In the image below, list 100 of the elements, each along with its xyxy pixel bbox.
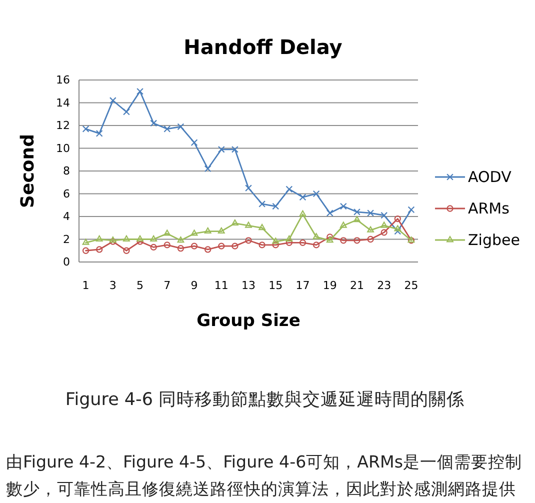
x-tick-label: 21 [350,278,364,292]
point [218,227,225,234]
point [177,245,184,252]
point [326,210,334,217]
point [231,146,238,153]
point [272,238,280,244]
x-tick-label: 7 [164,278,171,292]
point [394,228,402,235]
point [340,237,347,244]
point [245,222,252,228]
point [96,130,103,137]
point [123,235,130,242]
point [218,146,225,153]
point [286,186,293,193]
point [326,234,334,240]
point [122,108,130,116]
point [177,123,184,130]
y-tick-label: 14 [56,96,70,110]
point [408,206,415,214]
point [190,242,198,250]
x-tick-label: 19 [322,278,337,292]
x-tick-label: 5 [136,278,144,292]
x-tick-label: 1 [82,278,90,292]
y-tick-label: 2 [63,232,70,246]
point [380,212,388,219]
point [312,242,320,248]
point [82,125,90,132]
point [164,230,171,236]
y-tick-label: 6 [63,187,70,200]
y-tick-label: 0 [63,256,70,269]
point [190,230,198,236]
point [340,222,347,228]
point [204,246,212,253]
point [150,120,158,127]
point [82,238,90,245]
y-tick-label: 16 [56,74,70,87]
point [109,97,116,104]
point [136,88,144,95]
x-tick-label: 11 [214,278,228,292]
point [231,219,238,226]
point [232,242,238,250]
point [96,235,103,242]
point [340,202,347,210]
x-tick-label: 9 [190,278,198,292]
point [380,222,388,228]
legend-label: ARMs [468,200,510,218]
point [367,226,374,232]
x-tick-label: 13 [242,278,256,292]
y-tick-label: 12 [56,119,70,132]
text: 數少，可靠性高且修復繞送路徑快的演算法，因此對於感測網路提供 [6,480,516,498]
point [367,210,374,217]
point [354,237,360,244]
legend-label: AODV [468,168,512,186]
point [96,246,103,253]
point [394,225,402,232]
point [150,235,158,242]
text: 由Figure 4-2、Figure 4-5、Figure 4-6可知，ARMs是一個需要控制 [6,452,522,472]
point [258,242,266,248]
point [245,237,252,244]
point [190,139,198,146]
x-tick-label: 23 [377,278,392,292]
point [367,236,374,243]
caption: Figure 4-6 同時移動節點數與交遞延遲時間的關係 [65,389,465,410]
y-axis-title: Second [18,134,38,208]
point [204,165,212,172]
y-tick-label: 8 [63,164,70,178]
point [150,244,157,251]
point [286,239,292,246]
point [218,242,225,250]
point [164,125,171,132]
point [164,242,170,248]
point [272,202,280,210]
point [177,236,184,243]
legend-label: Zigbee [468,231,520,249]
point [299,210,306,216]
point [245,184,252,192]
point [312,190,320,198]
y-tick-label: 10 [56,142,70,155]
y-tick-label: 4 [63,210,70,224]
point [299,194,306,201]
point [354,216,360,222]
x-tick-label: 25 [404,278,418,292]
point [312,233,320,240]
point [258,200,266,208]
point [299,239,306,246]
x-axis-title: Group Size [196,311,300,331]
point [286,235,293,242]
chart-title: Handoff Delay [184,35,342,59]
point [204,227,212,234]
point [258,224,266,230]
x-tick-label: 17 [296,278,310,292]
point [272,242,279,248]
point [326,236,334,243]
x-tick-label: 15 [268,278,283,292]
point [123,247,130,254]
point [354,208,360,216]
point [380,229,388,236]
x-tick-label: 3 [109,278,116,292]
point [136,235,144,242]
point [394,215,401,222]
